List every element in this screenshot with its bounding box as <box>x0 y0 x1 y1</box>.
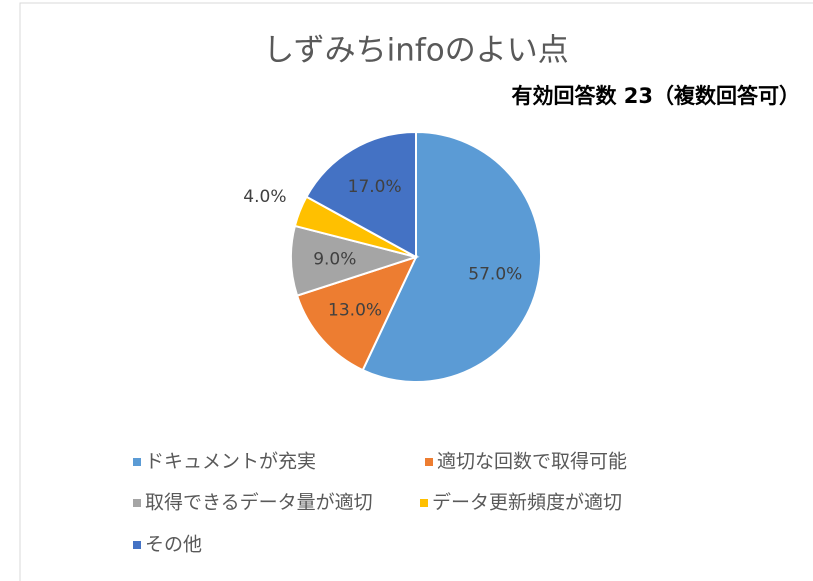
legend-label: ドキュメントが充実 <box>145 451 316 473</box>
data-label: 17.0% <box>348 177 402 197</box>
data-label: 4.0% <box>243 187 286 207</box>
data-label: 13.0% <box>328 301 382 321</box>
legend-swatch <box>133 541 141 549</box>
legend-label: データ更新頻度が適切 <box>432 492 622 514</box>
chart-title: しずみちinfoのよい点 <box>263 33 569 69</box>
legend-swatch <box>133 458 141 466</box>
legend-label: 適切な回数で取得可能 <box>437 451 627 473</box>
chart-subtitle: 有効回答数 23（複数回答可） <box>511 84 800 108</box>
pie-slice <box>295 255 418 372</box>
data-label: 9.0% <box>313 250 356 270</box>
pie-slice <box>305 130 417 259</box>
legend-swatch <box>420 499 428 507</box>
legend-label: その他 <box>145 534 202 556</box>
pie-slice <box>361 130 542 383</box>
legend-label: 取得できるデータ量が適切 <box>145 492 373 514</box>
data-label: 57.0% <box>468 265 522 285</box>
legend-swatch <box>425 458 433 466</box>
legend-swatch <box>133 499 141 507</box>
